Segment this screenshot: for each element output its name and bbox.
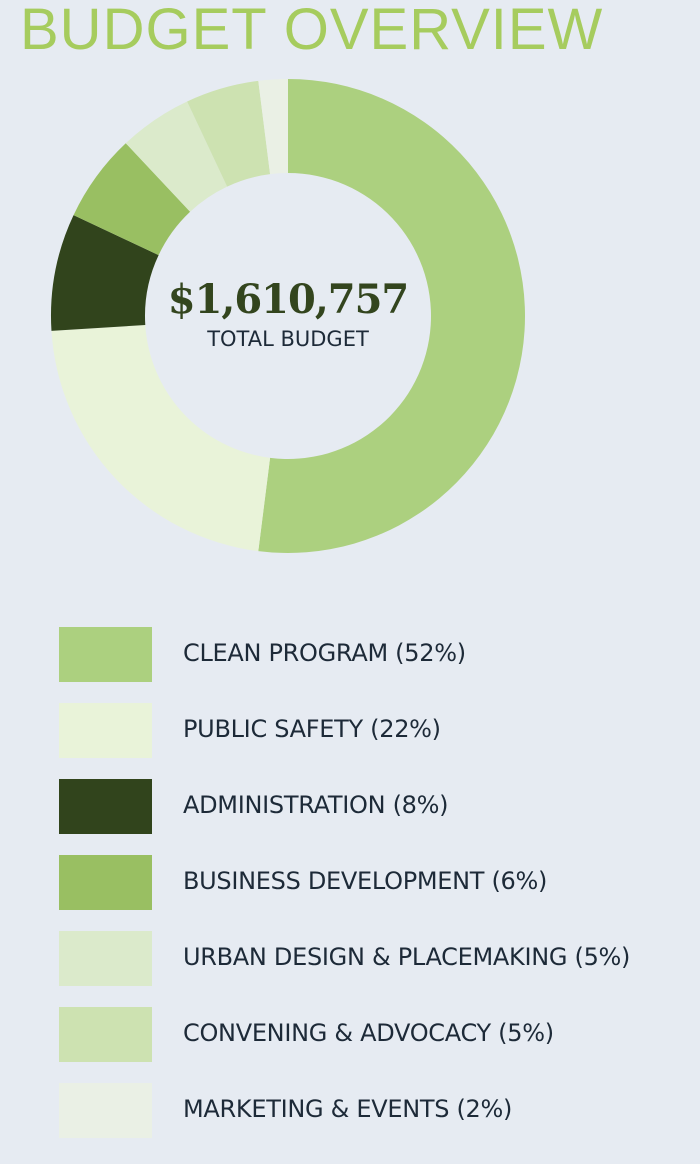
donut-slice-1	[51, 324, 271, 552]
legend-item-clean-program: CLEAN PROGRAM (52%)	[59, 627, 699, 682]
legend-swatch	[59, 931, 152, 986]
legend-label: PUBLIC SAFETY (22%)	[183, 715, 441, 743]
legend-label: MARKETING & EVENTS (2%)	[183, 1095, 513, 1123]
donut-chart	[50, 79, 526, 553]
legend-item-public-safety: PUBLIC SAFETY (22%)	[59, 703, 699, 758]
donut-slice-5	[187, 80, 271, 187]
total-budget-amount: $1,610,757	[167, 276, 410, 323]
legend-item-convening-advocacy: CONVENING & ADVOCACY (5%)	[59, 1007, 699, 1062]
legend-swatch	[59, 703, 152, 758]
page-title: BUDGET OVERVIEW	[20, 0, 604, 62]
legend-label: ADMINISTRATION (8%)	[183, 791, 449, 819]
legend-item-administration: ADMINISTRATION (8%)	[59, 779, 699, 834]
donut-slice-4	[125, 101, 228, 212]
legend-item-business-development: BUSINESS DEVELOPMENT (6%)	[59, 855, 699, 910]
total-budget-label: TOTAL BUDGET	[207, 327, 369, 351]
legend-label: BUSINESS DEVELOPMENT (6%)	[183, 867, 548, 895]
donut-slice-2	[50, 215, 159, 331]
donut-slice-3	[73, 143, 191, 256]
legend-swatch	[59, 1007, 152, 1062]
legend-item-urban-design: URBAN DESIGN & PLACEMAKING (5%)	[59, 931, 699, 986]
donut-slice-0	[258, 79, 526, 553]
legend-swatch	[59, 855, 152, 910]
legend-swatch	[59, 779, 152, 834]
legend-label: CONVENING & ADVOCACY (5%)	[183, 1019, 554, 1047]
legend-item-marketing-events: MARKETING & EVENTS (2%)	[59, 1083, 699, 1138]
legend-label: CLEAN PROGRAM (52%)	[183, 639, 466, 667]
donut-slice-6	[258, 79, 288, 175]
legend-swatch	[59, 1083, 152, 1138]
legend-swatch	[59, 627, 152, 682]
legend-label: URBAN DESIGN & PLACEMAKING (5%)	[183, 943, 631, 971]
